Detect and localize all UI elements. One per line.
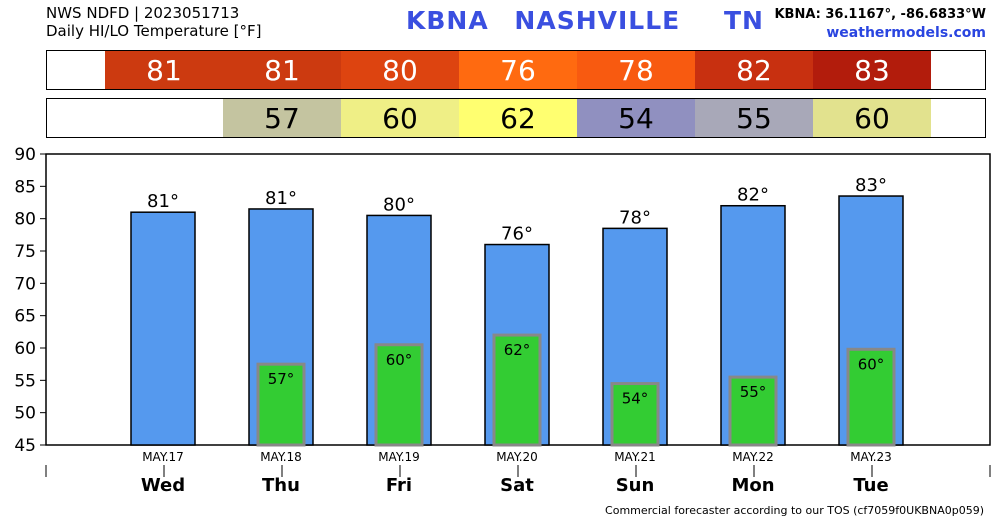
- high-temp-cell-2: 80: [341, 51, 459, 89]
- station-title: KBNA NASHVILLE TN: [406, 6, 780, 35]
- low-bar: [492, 333, 542, 447]
- y-tick-label: 85: [14, 177, 36, 197]
- day-label: Wed: [141, 475, 185, 496]
- y-tick-label: 90: [14, 145, 36, 165]
- date-label: MAY.23: [850, 450, 892, 464]
- date-label: MAY.22: [732, 450, 774, 464]
- date-label: MAY.17: [142, 450, 184, 464]
- low-bar-label: 55°: [740, 383, 767, 401]
- low-bar: [728, 375, 778, 447]
- day-label: Sun: [616, 475, 655, 496]
- day-label: Mon: [731, 475, 774, 496]
- high-bar-label: 78°: [619, 207, 651, 228]
- low-temp-cell-0: [105, 99, 223, 137]
- low-temp-cell-2: 60: [341, 99, 459, 137]
- low-temp-strip: 57 60 62 54 55 60: [46, 98, 986, 138]
- station-state: TN: [723, 6, 764, 35]
- low-temp-cell-5: 55: [695, 99, 813, 137]
- low-temp-cell-4: 54: [577, 99, 695, 137]
- product-label: Daily HI/LO Temperature [°F]: [46, 22, 262, 40]
- date-label: MAY.18: [260, 450, 302, 464]
- high-bar-label: 76°: [501, 224, 533, 245]
- header-info: NWS NDFD | 2023051713 Daily HI/LO Temper…: [46, 4, 262, 40]
- low-bar: [610, 382, 660, 447]
- day-label: Tue: [853, 475, 888, 496]
- site-link[interactable]: weathermodels.com: [826, 25, 986, 41]
- date-label: MAY.20: [496, 450, 538, 464]
- high-temp-cell-4: 78: [577, 51, 695, 89]
- low-bar-label: 60°: [858, 355, 885, 373]
- high-bar-label: 80°: [383, 194, 415, 215]
- low-bar: [374, 343, 424, 447]
- y-tick-label: 75: [14, 242, 36, 262]
- high-temp-cell-1: 81: [223, 51, 341, 89]
- y-tick-label: 55: [14, 371, 36, 391]
- high-temp-cell-5: 82: [695, 51, 813, 89]
- y-tick-label: 50: [14, 404, 36, 424]
- y-tick-label: 70: [14, 274, 36, 294]
- station-id: KBNA: [406, 6, 489, 35]
- high-bar-label: 82°: [737, 185, 769, 206]
- day-label: Sat: [500, 475, 534, 496]
- station-city: NASHVILLE: [514, 6, 681, 35]
- date-label: MAY.19: [378, 450, 420, 464]
- high-temp-cell-3: 76: [459, 51, 577, 89]
- low-temp-cell-3: 62: [459, 99, 577, 137]
- high-temp-cell-6: 83: [813, 51, 931, 89]
- footer-note: Commercial forecaster according to our T…: [605, 504, 984, 517]
- low-bar-label: 62°: [504, 341, 531, 359]
- high-bar-label: 81°: [265, 188, 297, 209]
- station-coords: KBNA: 36.1167°, -86.6833°W: [774, 7, 986, 22]
- day-label: Thu: [262, 475, 300, 496]
- low-bar: [846, 347, 896, 447]
- y-tick-label: 80: [14, 210, 36, 230]
- low-bar: [256, 362, 306, 447]
- high-bar-label: 81°: [147, 191, 179, 212]
- date-label: MAY.21: [614, 450, 656, 464]
- low-bar-label: 57°: [268, 370, 295, 388]
- high-temp-strip: 81 81 80 76 78 82 83: [46, 50, 986, 90]
- low-temp-cell-6: 60: [813, 99, 931, 137]
- day-label: Fri: [386, 475, 412, 496]
- low-bar-label: 54°: [622, 390, 649, 408]
- high-temp-cell-0: 81: [105, 51, 223, 89]
- low-bar-label: 60°: [386, 351, 413, 369]
- low-temp-cell-1: 57: [223, 99, 341, 137]
- header-right: KBNA: 36.1167°, -86.6833°W weathermodels…: [774, 5, 986, 43]
- high-bar: [130, 211, 196, 446]
- high-bar-label: 83°: [855, 175, 887, 196]
- model-run-label: NWS NDFD | 2023051713: [46, 4, 240, 22]
- y-tick-label: 65: [14, 307, 36, 327]
- y-tick-label: 60: [14, 339, 36, 359]
- y-tick-label: 45: [14, 436, 36, 456]
